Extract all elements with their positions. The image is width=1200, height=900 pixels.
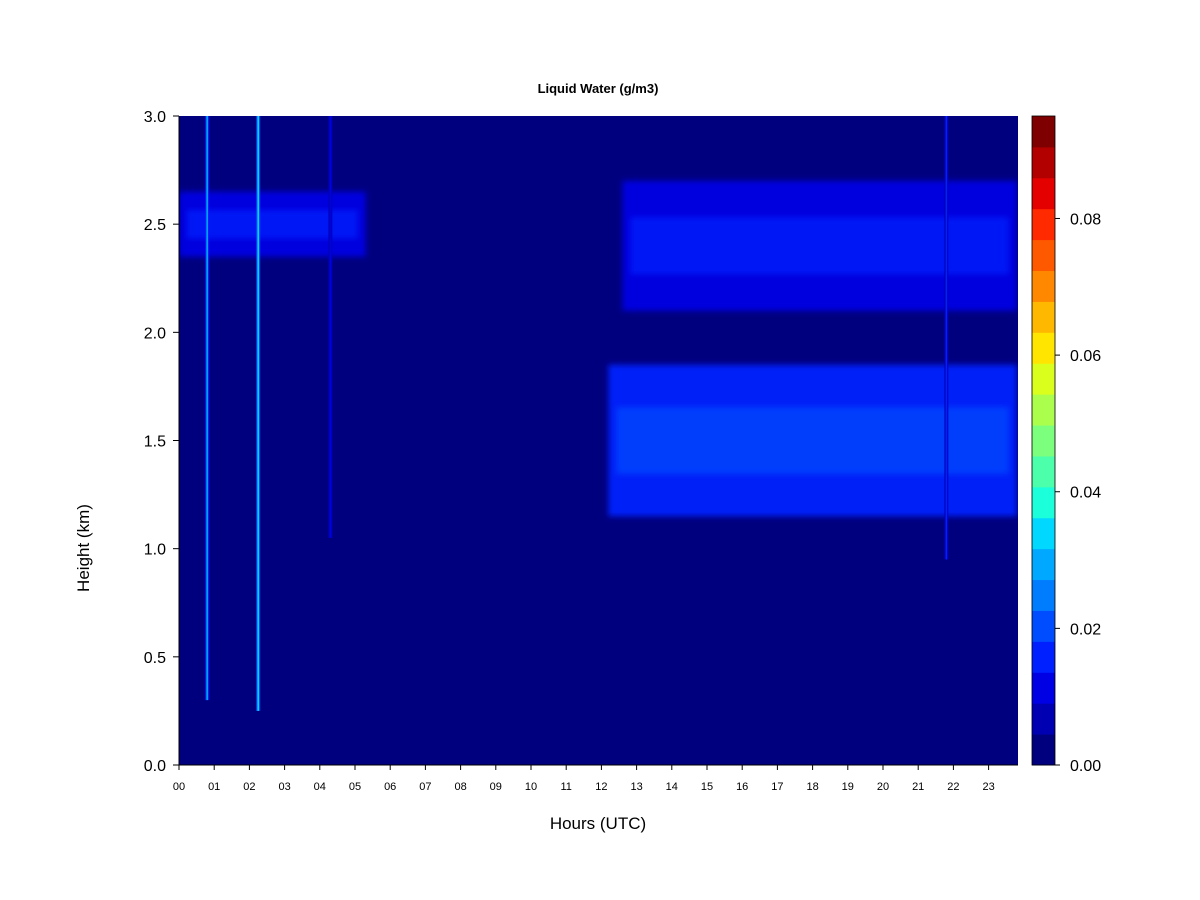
y-tick-label: 0.5	[144, 650, 166, 667]
colorbar-segment	[1032, 579, 1055, 611]
x-tick-label: 15	[701, 781, 713, 793]
colorbar-segment	[1032, 455, 1055, 488]
x-tick-label: 10	[525, 781, 537, 793]
colorbar-segment	[1032, 270, 1055, 302]
x-tick-label: 09	[490, 781, 502, 793]
colorbar-segment	[1032, 517, 1055, 550]
y-axis: 0.0 0.5 1.0 1.5 2.0 2.5 3.0	[144, 109, 180, 775]
y-tick-label: 2.5	[144, 217, 166, 234]
x-tick-label: 17	[771, 781, 783, 793]
streak-core	[257, 116, 259, 711]
x-tick-label: 06	[384, 781, 396, 793]
colorbar-segment	[1032, 301, 1055, 333]
x-tick-label: 04	[314, 781, 326, 793]
x-tick-label: 02	[243, 781, 255, 793]
streak-core	[945, 116, 948, 560]
y-tick-label: 1.0	[144, 542, 166, 559]
colorbar-segment	[1032, 610, 1055, 642]
x-tick-label: 20	[877, 781, 889, 793]
colorbar-tick-label: 0.06	[1070, 348, 1101, 365]
colorbar-tick-label: 0.08	[1070, 211, 1101, 228]
x-tick-label: 01	[208, 781, 220, 793]
colorbar-segment	[1032, 332, 1055, 364]
colorbar-segment	[1032, 734, 1055, 766]
plot-area	[179, 116, 1018, 765]
x-tick-label: 13	[630, 781, 642, 793]
heatmap-cells	[179, 116, 1017, 711]
x-tick-label: 00	[173, 781, 185, 793]
streak-core	[329, 116, 332, 538]
y-tick-label: 1.5	[144, 434, 166, 451]
colorbar-segment	[1032, 703, 1055, 735]
x-tick-label: 03	[278, 781, 290, 793]
colorbar-segment	[1032, 548, 1055, 581]
x-tick-label: 16	[736, 781, 748, 793]
colorbar-segment	[1032, 672, 1055, 704]
colorbar-segment	[1032, 394, 1055, 426]
colorbar-segment	[1032, 177, 1055, 210]
x-tick-label: 11	[560, 781, 571, 793]
colorbar-segment	[1032, 208, 1055, 241]
x-tick-label: 18	[806, 781, 818, 793]
chart-title: Liquid Water (g/m3)	[538, 81, 659, 96]
y-tick-label: 3.0	[144, 109, 166, 126]
x-tick-label: 08	[454, 781, 466, 793]
y-axis-label: Height (km)	[74, 504, 93, 592]
y-tick-label: 0.0	[144, 758, 166, 775]
x-axis: 00 01 02 03 04 05 06 07 08 09 10 11 12 13 14 15 16 17 18 19…	[173, 764, 1018, 793]
colorbar: 0.00 0.02 0.04 0.06 0.08	[1031, 115, 1101, 775]
colorbar-frame	[1031, 115, 1056, 766]
colorbar-segment	[1032, 146, 1055, 179]
x-tick-label: 19	[842, 781, 854, 793]
x-tick-label: 22	[947, 781, 959, 793]
x-tick-label: 12	[595, 781, 607, 793]
x-tick-label: 07	[419, 781, 431, 793]
x-tick-label: 23	[982, 781, 994, 793]
colorbar-segment	[1032, 641, 1055, 673]
x-tick-label: 14	[666, 781, 678, 793]
x-tick-label: 21	[912, 781, 924, 793]
cloud-layer-core	[630, 217, 1009, 275]
y-tick-label: 2.0	[144, 325, 166, 342]
colorbar-tick-label: 0.04	[1070, 485, 1101, 502]
colorbar-segment	[1032, 486, 1055, 519]
streak-core	[206, 116, 208, 701]
colorbar-segment	[1032, 239, 1055, 272]
colorbar-segment	[1032, 363, 1055, 395]
colorbar-tick-label: 0.00	[1070, 758, 1101, 775]
cloud-layer-core	[616, 407, 1009, 474]
x-axis-label: Hours (UTC)	[550, 814, 646, 833]
x-tick-label: 05	[349, 781, 361, 793]
colorbar-tick-label: 0.02	[1070, 621, 1101, 638]
colorbar-segment	[1032, 425, 1055, 457]
colorbar-segment	[1032, 116, 1055, 148]
